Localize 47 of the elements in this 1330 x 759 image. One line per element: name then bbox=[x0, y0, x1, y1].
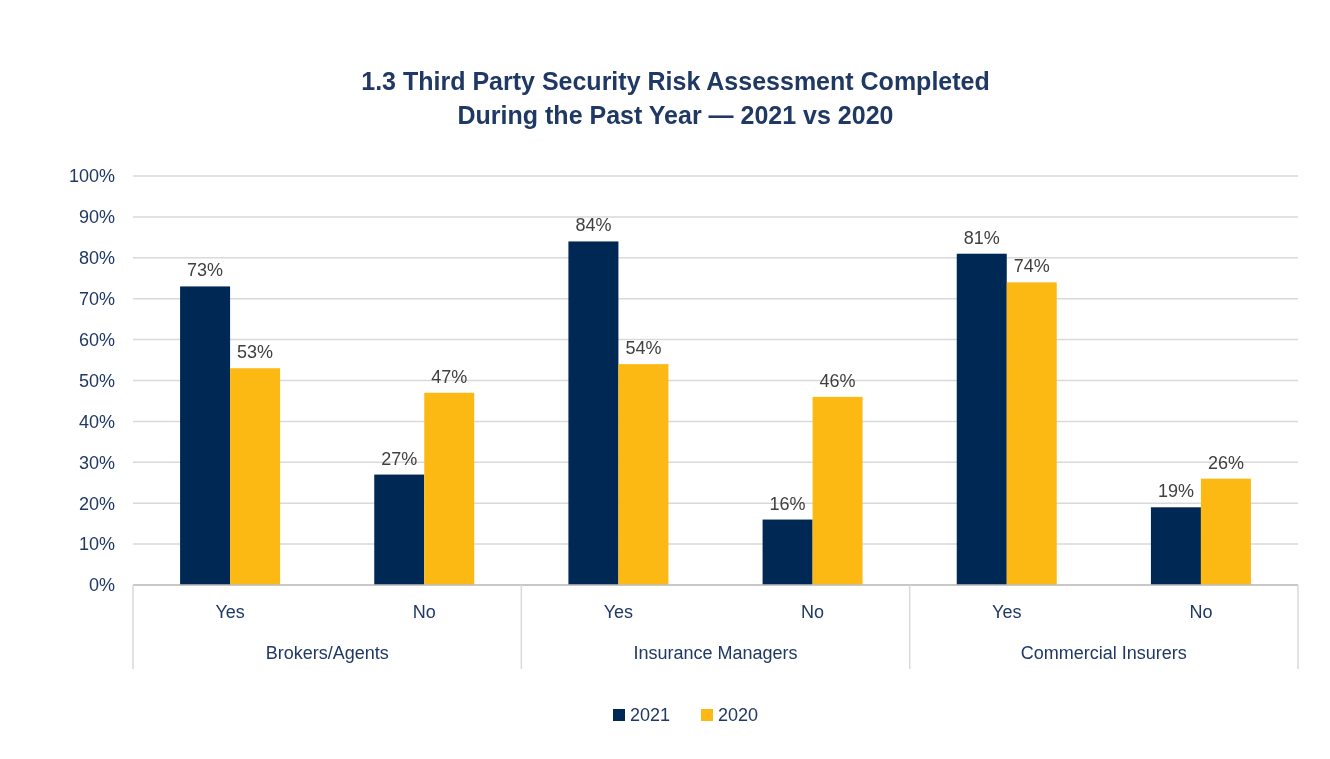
x-tick-label: Yes bbox=[992, 602, 1022, 622]
data-label: 81% bbox=[963, 227, 1000, 248]
legend-label: 2020 bbox=[718, 705, 759, 726]
x-tick-label: Yes bbox=[603, 602, 634, 622]
bar bbox=[568, 241, 619, 585]
bar bbox=[762, 519, 813, 585]
data-label: 27% bbox=[381, 448, 418, 469]
y-tick-label: 0% bbox=[88, 575, 115, 596]
x-tick-label: Yes bbox=[215, 602, 245, 622]
data-label: 53% bbox=[237, 342, 274, 363]
x-tick-label: No bbox=[412, 602, 436, 622]
bar bbox=[424, 392, 475, 585]
y-tick-label: 90% bbox=[78, 207, 115, 228]
y-tick-label: 30% bbox=[78, 452, 115, 473]
y-tick-label: 60% bbox=[78, 329, 115, 350]
text: Insurance Managers bbox=[633, 643, 798, 663]
bar bbox=[1150, 507, 1201, 585]
data-label: 19% bbox=[1157, 481, 1194, 502]
bar bbox=[618, 364, 669, 585]
bar bbox=[812, 396, 863, 585]
text: Brokers/Agents bbox=[265, 643, 389, 663]
bar bbox=[956, 253, 1007, 585]
chart-title: 1.3 Third Party Security Risk Assessment Completed During the Past Year — 2021 vs 2020 bbox=[361, 67, 990, 129]
x-tick-label: No bbox=[801, 602, 825, 622]
bar bbox=[374, 474, 425, 585]
y-tick-label: 40% bbox=[78, 411, 115, 432]
y-tick-label: 20% bbox=[78, 493, 115, 514]
data-label: 16% bbox=[769, 493, 806, 514]
data-label: 73% bbox=[187, 260, 224, 281]
bar bbox=[1006, 282, 1057, 585]
y-tick-label: 70% bbox=[78, 289, 115, 309]
bar bbox=[1200, 478, 1251, 585]
x-tick-label: No bbox=[1189, 602, 1213, 622]
y-tick-label: 50% bbox=[78, 370, 115, 391]
data-label: 26% bbox=[1207, 452, 1244, 473]
data-label: 74% bbox=[1013, 256, 1050, 277]
text: Commercial Insurers bbox=[1020, 643, 1187, 663]
y-tick-label: 10% bbox=[78, 534, 115, 555]
y-tick-label: 80% bbox=[78, 248, 115, 269]
data-label: 84% bbox=[575, 215, 612, 236]
legend-label: 2021 bbox=[630, 705, 671, 726]
bar bbox=[180, 286, 231, 585]
data-label: 46% bbox=[819, 370, 856, 391]
y-tick-label: 100% bbox=[68, 166, 115, 187]
data-label: 47% bbox=[431, 366, 468, 387]
bar bbox=[230, 368, 281, 585]
data-label: 54% bbox=[625, 338, 662, 359]
